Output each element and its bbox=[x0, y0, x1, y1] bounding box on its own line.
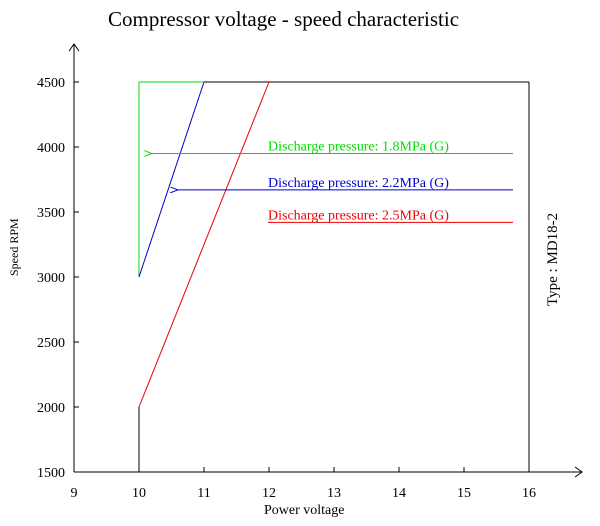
x-tick-label: 9 bbox=[71, 486, 78, 501]
x-tick-label: 15 bbox=[457, 486, 471, 501]
y-tick-label: 3000 bbox=[37, 271, 65, 286]
x-tick-label: 13 bbox=[327, 486, 341, 501]
y-tick-label: 4500 bbox=[37, 76, 65, 91]
x-tick-label: 16 bbox=[522, 486, 536, 501]
x-tick-label: 11 bbox=[197, 486, 210, 501]
plot-marks bbox=[138, 81, 530, 472]
type-label: Type : MD18-2 bbox=[545, 213, 561, 306]
annotations: Discharge pressure: 1.8MPa (G) Discharge … bbox=[152, 140, 513, 223]
x-tick-label: 12 bbox=[262, 486, 276, 501]
x-tick-label: 10 bbox=[132, 486, 146, 501]
series-line-3 bbox=[138, 81, 270, 408]
y-axis-arrow bbox=[68, 43, 80, 52]
chart-title: Compressor voltage - speed characteristi… bbox=[108, 7, 459, 31]
tick-labels: 9 10 11 12 13 14 15 16 1500 2000 2500 3000 3500 4000 4… bbox=[37, 76, 536, 501]
x-axis-arrow bbox=[574, 466, 583, 478]
y-tick-label: 3500 bbox=[37, 206, 65, 221]
annotation-text-3: Discharge pressure: 2.5MPa (G) bbox=[268, 208, 449, 223]
y-tick-label: 2000 bbox=[37, 401, 65, 416]
annotation-text-2: Discharge pressure: 2.2MPa (G) bbox=[268, 176, 449, 191]
x-axis-label: Power voltage bbox=[264, 503, 344, 518]
y-tick-label: 4000 bbox=[37, 141, 65, 156]
axes bbox=[68, 43, 583, 478]
annotation-text-1: Discharge pressure: 1.8MPa (G) bbox=[268, 140, 449, 155]
y-tick-label: 2500 bbox=[37, 336, 65, 351]
y-axis-label: Speed RPM bbox=[7, 218, 21, 276]
y-tick-label: 1500 bbox=[37, 466, 65, 481]
series-line-2 bbox=[138, 81, 205, 278]
x-tick-label: 14 bbox=[392, 486, 406, 501]
